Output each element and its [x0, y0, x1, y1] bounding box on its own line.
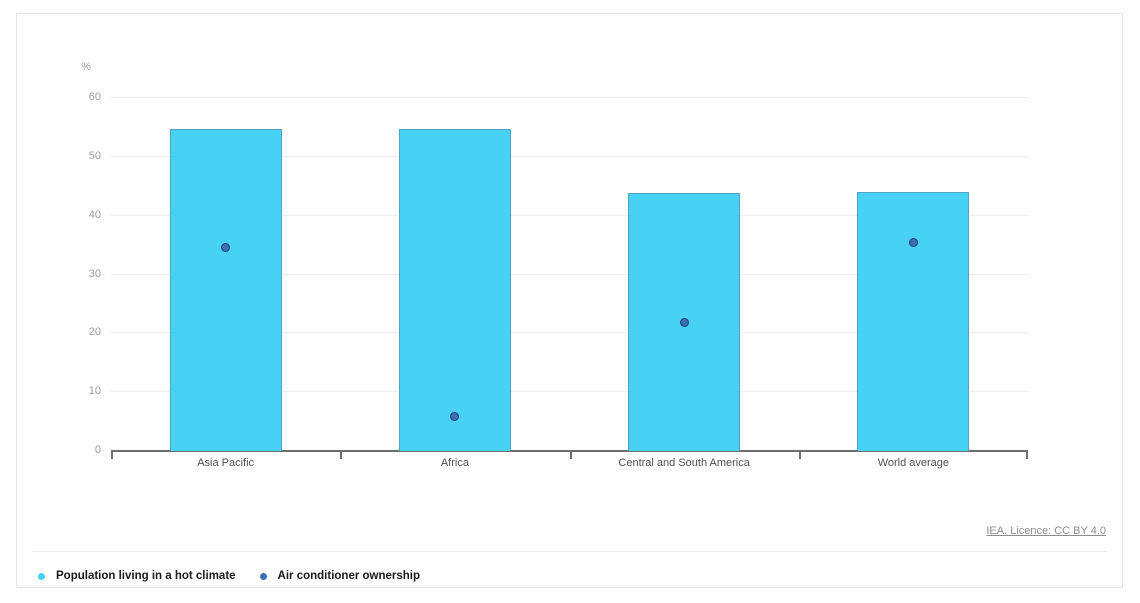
y-tick-label-10: 10 [88, 385, 101, 398]
x-category-label-central-and-south-america: Central and South America [618, 457, 750, 469]
bar-africa [398, 129, 511, 451]
gridline-20 [111, 332, 1028, 334]
x-category-label-asia-pacific: Asia Pacific [197, 457, 255, 469]
x-axis-tick [111, 451, 113, 459]
chart-card: % 0 10 20 30 40 50 60 Asia Pacific Africa Central… [16, 13, 1123, 588]
gridline-30 [111, 273, 1028, 275]
x-axis-tick [340, 451, 343, 459]
legend-dot-icon [38, 572, 45, 580]
x-axis-tick [1026, 451, 1028, 459]
y-tick-label-50: 50 [88, 149, 101, 162]
legend-item-label: Population living in a hot climate [56, 570, 236, 582]
plot-area: % 0 10 20 30 40 50 60 Asia Pacific Africa Central… [81, 61, 1028, 469]
gridline-50 [111, 155, 1028, 157]
y-tick-label-0: 0 [94, 444, 101, 456]
gridline-10 [111, 391, 1028, 393]
point-world-average [908, 238, 918, 248]
iea-licence-link[interactable]: IEA. Licence: CC BY 4.0 [986, 525, 1106, 537]
legend-item-air-conditioner-ownership[interactable]: Air conditioner ownership [259, 570, 421, 582]
y-tick-label-30: 30 [88, 267, 101, 280]
x-category-label-africa: Africa [440, 457, 469, 469]
y-tick-label-40: 40 [88, 208, 101, 221]
bar-world-average [857, 191, 970, 451]
legend-item-label: Air conditioner ownership [277, 570, 421, 582]
legend-item-population-living-in-a-hot-climate[interactable]: Population living in a hot climate [38, 570, 236, 582]
x-axis-tick [798, 451, 801, 459]
point-africa [450, 411, 460, 421]
point-asia-pacific [221, 242, 231, 252]
legend: Population living in a hot climate Air co… [38, 564, 420, 588]
bar-asia-pacific [169, 129, 282, 451]
point-central-and-south-america [679, 317, 689, 327]
y-tick-label-60: 60 [88, 91, 101, 103]
legend-divider [32, 551, 1107, 552]
gridline-60 [111, 97, 1028, 98]
gridline-40 [111, 214, 1028, 216]
y-tick-label-20: 20 [88, 326, 101, 339]
y-axis-unit-label: % [81, 61, 91, 73]
legend-dot-icon [259, 572, 267, 580]
x-axis-tick [569, 451, 572, 459]
x-category-label-world-average: World average [877, 457, 950, 469]
